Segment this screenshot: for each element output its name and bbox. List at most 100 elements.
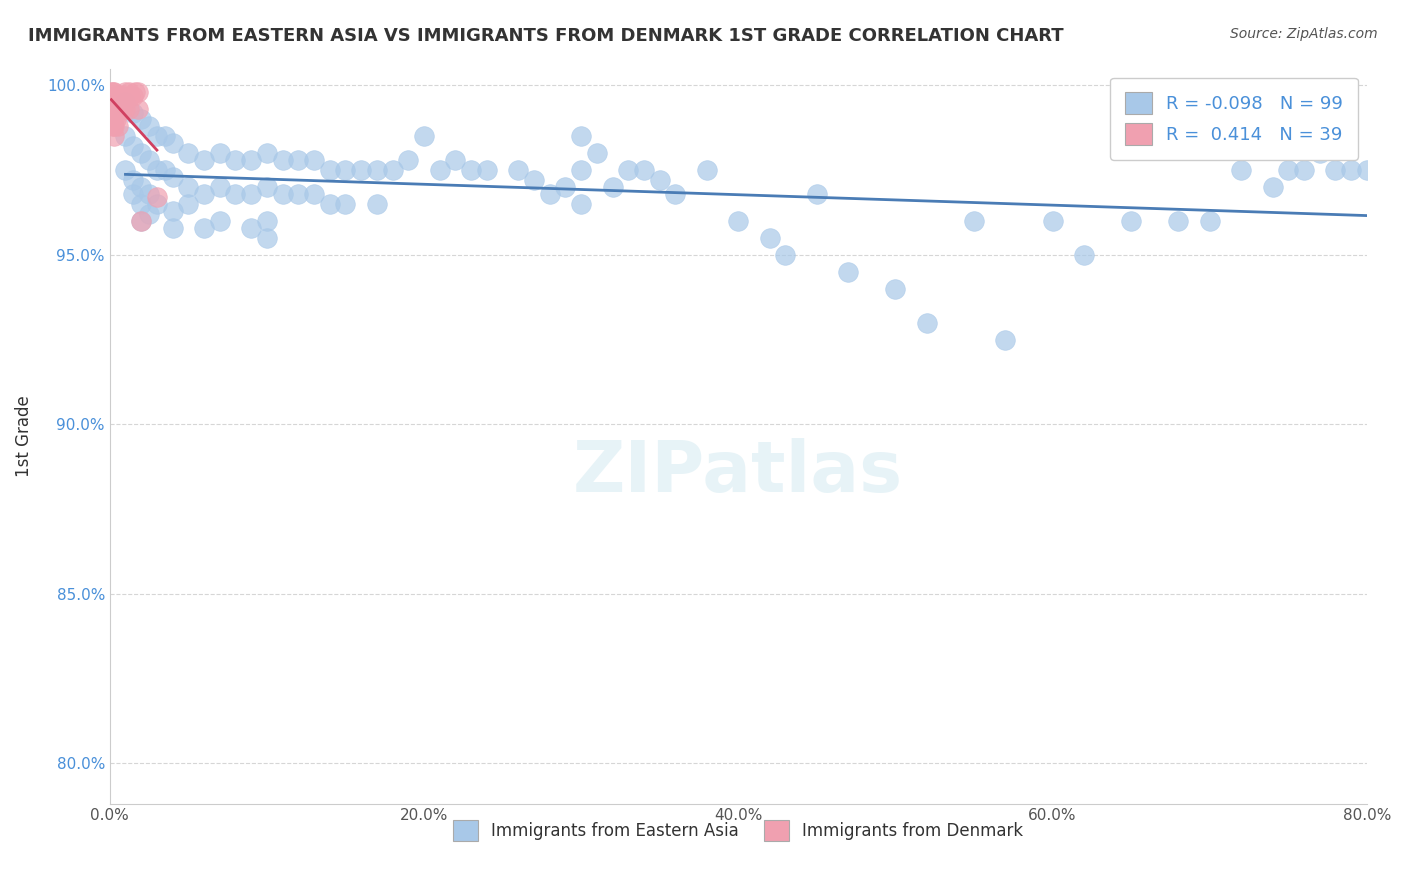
Point (120, 88, 142, 103)
Text: Source: ZipAtlas.com: Source: ZipAtlas.com (1230, 27, 1378, 41)
Point (107, 102, 129, 116)
Point (302, 186, 325, 201)
Point (107, 119, 129, 133)
Point (129, 180, 152, 194)
Point (153, 129, 176, 144)
Point (208, 146, 231, 161)
Point (108, 88, 131, 103)
Point (1167, 214, 1189, 228)
Legend: R = -0.098   N = 99, R =  0.414   N = 39: R = -0.098 N = 99, R = 0.414 N = 39 (1111, 78, 1358, 160)
Point (523, 173, 546, 187)
Point (129, 214, 152, 228)
Point (915, 316, 938, 330)
Point (271, 153, 294, 167)
Point (114, 95, 136, 110)
Point (1355, 163, 1378, 178)
Point (101, 119, 124, 133)
Point (100, 105, 122, 120)
Point (117, 85, 139, 99)
Point (122, 173, 145, 187)
Point (103, 92, 125, 106)
Point (129, 146, 152, 161)
Point (122, 186, 145, 201)
Point (1309, 146, 1331, 161)
Point (1340, 163, 1362, 178)
Point (617, 163, 640, 178)
Point (146, 163, 169, 178)
Point (105, 99, 128, 113)
Point (103, 102, 125, 116)
Point (110, 88, 132, 103)
Point (1042, 214, 1064, 228)
Point (162, 169, 184, 184)
Point (105, 88, 128, 103)
Point (101, 85, 124, 99)
Point (1073, 248, 1095, 262)
Point (1230, 163, 1253, 178)
Point (1119, 214, 1142, 228)
Point (162, 136, 184, 150)
Point (633, 163, 655, 178)
Point (396, 153, 419, 167)
Point (319, 163, 342, 178)
Point (122, 88, 145, 103)
Point (569, 163, 592, 178)
Point (366, 163, 388, 178)
Point (444, 153, 467, 167)
Point (105, 112, 128, 127)
Point (335, 163, 357, 178)
Point (127, 85, 149, 99)
Point (381, 163, 404, 178)
Point (129, 112, 152, 127)
Point (256, 231, 278, 245)
Point (224, 186, 246, 201)
Point (124, 85, 146, 99)
Point (963, 214, 986, 228)
Point (177, 146, 200, 161)
Point (193, 186, 215, 201)
Point (114, 102, 136, 116)
Y-axis label: 1st Grade: 1st Grade (15, 395, 32, 477)
Point (569, 197, 592, 211)
Point (138, 207, 160, 221)
Point (302, 153, 325, 167)
Point (117, 102, 139, 116)
Point (162, 203, 184, 218)
Point (569, 129, 592, 144)
Point (101, 105, 124, 120)
Point (114, 163, 136, 178)
Point (111, 102, 134, 116)
Point (475, 163, 498, 178)
Point (208, 214, 231, 228)
Point (240, 153, 263, 167)
Point (994, 333, 1017, 347)
Point (429, 163, 451, 178)
Point (208, 180, 231, 194)
Point (127, 102, 149, 116)
Point (153, 163, 176, 178)
Point (460, 163, 482, 178)
Point (696, 163, 718, 178)
Point (240, 220, 263, 235)
Point (100, 99, 122, 113)
Point (256, 214, 278, 228)
Point (193, 220, 215, 235)
Point (806, 186, 828, 201)
Point (335, 197, 357, 211)
Point (193, 153, 215, 167)
Point (350, 163, 373, 178)
Point (648, 173, 671, 187)
Point (114, 129, 136, 144)
Point (775, 248, 797, 262)
Point (100, 85, 122, 99)
Point (114, 85, 136, 99)
Point (129, 197, 152, 211)
Point (586, 146, 609, 161)
Point (287, 186, 309, 201)
Point (138, 153, 160, 167)
Point (256, 180, 278, 194)
Point (101, 95, 124, 110)
Point (112, 88, 135, 103)
Point (162, 220, 184, 235)
Point (146, 197, 169, 211)
